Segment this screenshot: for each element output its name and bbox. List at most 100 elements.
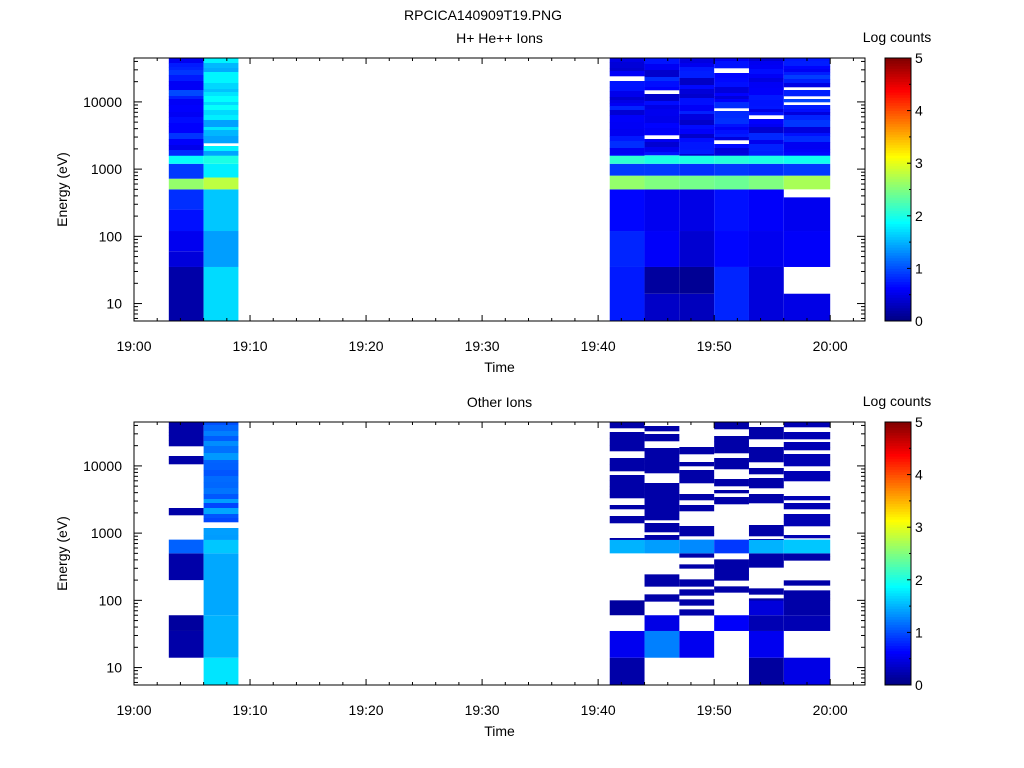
colorbar-tick-label: 2	[915, 572, 923, 588]
heatmap-cell	[609, 87, 645, 92]
colorbar-cell	[885, 679, 911, 683]
heatmap-cell	[714, 422, 749, 430]
x-tick-label: 20:00	[813, 702, 848, 718]
colorbar-cell	[885, 200, 911, 204]
heatmap-cell	[783, 503, 831, 510]
panel-title: Other Ions	[467, 394, 532, 410]
heatmap-cell	[203, 96, 239, 103]
colorbar-cell	[885, 650, 911, 654]
heatmap-cell	[748, 615, 784, 631]
heatmap-cell	[679, 125, 715, 130]
colorbar-cell	[885, 94, 911, 98]
colorbar-cell	[885, 653, 911, 657]
colorbar-cell	[885, 313, 911, 317]
colorbar-cell	[885, 540, 911, 544]
y-tick-label: 1000	[91, 161, 122, 177]
heatmap-cell	[644, 490, 680, 495]
colorbar-cell	[885, 519, 911, 523]
heatmap-cell	[203, 163, 239, 178]
colorbar-cell	[885, 239, 911, 243]
heatmap-cell	[783, 142, 831, 150]
heatmap-cell	[679, 539, 715, 554]
colorbar-cell	[885, 71, 911, 75]
heatmap-cell	[609, 62, 645, 69]
colorbar-cell	[885, 318, 911, 322]
colorbar-cell	[885, 611, 911, 615]
colorbar-cell	[885, 292, 911, 296]
heatmap-cell	[644, 139, 680, 143]
heatmap-cell	[714, 58, 749, 62]
heatmap-cell	[783, 72, 831, 76]
heatmap-cell	[609, 154, 645, 156]
heatmap-cell	[748, 58, 784, 62]
colorbar-cell	[885, 474, 911, 478]
heatmap-cell	[714, 127, 749, 131]
heatmap-cell	[679, 175, 715, 190]
heatmap-cell	[714, 570, 749, 575]
heatmap-cell	[644, 109, 680, 117]
colorbar-cell	[885, 579, 911, 583]
heatmap-cell	[203, 63, 239, 69]
colorbar-cell	[885, 487, 911, 491]
colorbar-cell	[885, 495, 911, 499]
colorbar-cell	[885, 271, 911, 275]
heatmap-cell	[203, 130, 239, 137]
heatmap-cell	[679, 231, 715, 267]
heatmap-cell	[644, 457, 680, 464]
heatmap-cell	[748, 95, 784, 101]
colorbar-cell	[885, 471, 911, 475]
heatmap-cell	[609, 175, 645, 190]
heatmap-cell	[679, 470, 715, 477]
heatmap-cell	[168, 615, 204, 631]
colorbar-cell	[885, 671, 911, 675]
heatmap-cell	[609, 539, 645, 554]
heatmap-cell	[203, 76, 239, 84]
colorbar-cell	[885, 65, 911, 69]
colorbar-cell	[885, 524, 911, 528]
heatmap-cell	[679, 129, 715, 135]
heatmap-cell	[168, 178, 204, 190]
colorbar-cell	[885, 89, 911, 93]
heatmap-cell	[203, 115, 239, 121]
heatmap-cell	[203, 657, 239, 685]
heatmap-cell	[609, 475, 645, 481]
heatmap-cell	[203, 146, 239, 152]
heatmap-cell	[644, 105, 680, 110]
heatmap-cell	[748, 163, 784, 176]
heatmap-cell	[168, 539, 204, 554]
heatmap-cell	[748, 69, 784, 75]
heatmap-cell	[679, 293, 715, 321]
colorbar-cell	[885, 136, 911, 140]
heatmap-cell	[168, 81, 204, 86]
x-tick-label: 19:00	[116, 702, 151, 718]
colorbar-cell	[885, 223, 911, 227]
heatmap-cell	[679, 564, 715, 569]
colorbar-cell	[885, 582, 911, 586]
colorbar-cell	[885, 424, 911, 428]
heatmap-cell	[609, 81, 645, 88]
colorbar-cell	[885, 566, 911, 570]
heatmap-cell	[748, 539, 784, 540]
heatmap-cell	[748, 61, 784, 66]
colorbar-cell	[885, 548, 911, 552]
heatmap-cell	[748, 74, 784, 79]
heatmap-cell	[168, 145, 204, 151]
heatmap-cell	[783, 109, 831, 113]
colorbar-cell	[885, 123, 911, 127]
colorbar-cell	[885, 189, 911, 193]
colorbar-cell	[885, 58, 911, 62]
heatmap-cell	[644, 494, 680, 502]
heatmap-cell	[679, 462, 715, 467]
x-tick-label: 19:00	[116, 338, 151, 354]
heatmap-cell	[644, 434, 680, 438]
colorbar-cell	[885, 297, 911, 301]
heatmap-cell	[714, 87, 749, 94]
heatmap-cells	[168, 422, 831, 685]
heatmap-cell	[714, 111, 749, 119]
heatmap-cell	[203, 231, 239, 267]
heatmap-cell	[203, 499, 239, 504]
colorbar-tick-label: 4	[915, 103, 923, 119]
colorbar-cell	[885, 286, 911, 290]
heatmap-cell	[748, 189, 784, 232]
colorbar-cell	[885, 302, 911, 306]
